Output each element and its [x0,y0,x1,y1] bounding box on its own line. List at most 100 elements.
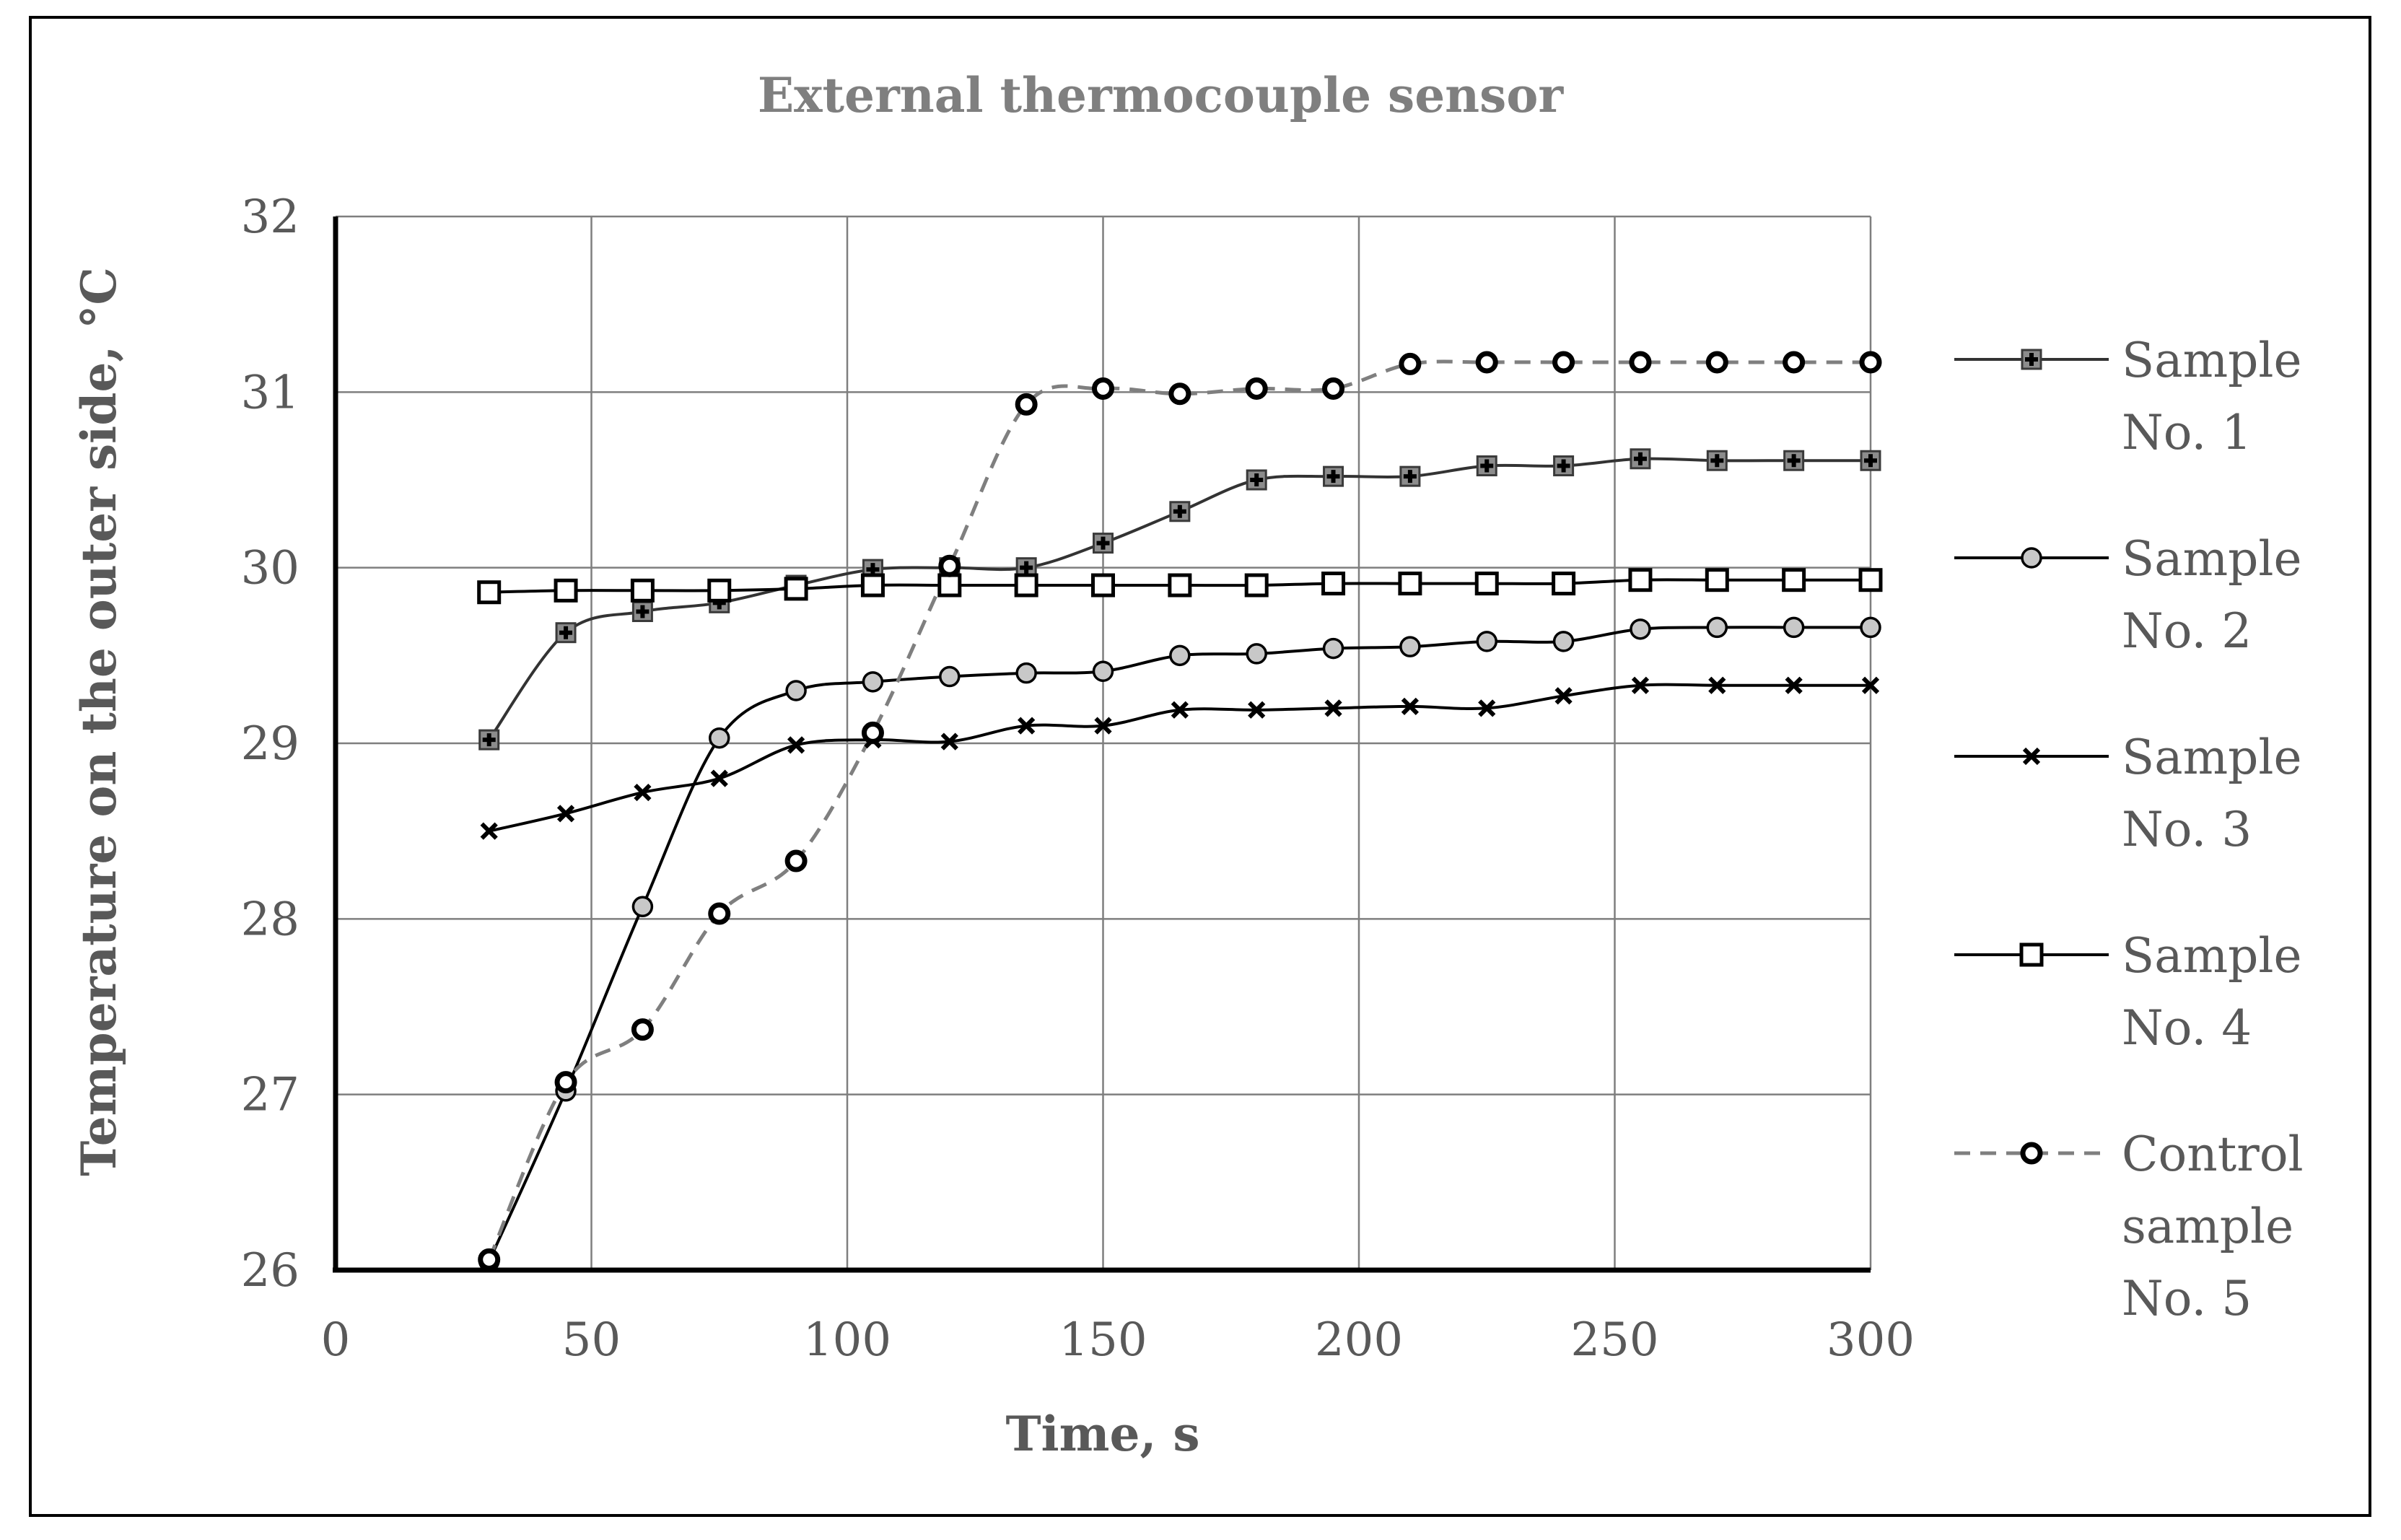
series-4-point-14 [1474,572,1499,596]
series-3-point-19 [1861,676,1880,694]
series-2-point-10 [1169,644,1191,667]
series-2-point-5 [785,680,807,701]
axis-ticks: 26 27 28 29 30 31 32 0 50 100 150 200 250 300 [241,191,1915,1367]
series-3-point-5 [787,736,805,754]
legend-label-4-line-1: Sample [2122,928,2302,984]
series-5-point-14 [1475,351,1498,374]
legend-label-5-line-3: No. 5 [2122,1271,2252,1326]
series-5-point-5 [784,849,808,872]
series-5-point-9 [1092,377,1114,400]
series-markers [477,351,1883,1272]
legend-marker-4 [2019,942,2044,967]
series-4-point-10 [1168,573,1192,598]
x-tick-label-3: 150 [1059,1313,1147,1367]
series-5-point-7 [938,554,961,577]
series-5-point-15 [1552,351,1575,374]
series-5-point-8 [1015,393,1038,416]
series-3-point-14 [1478,699,1496,717]
series-1-point-1 [478,729,500,751]
series-3-point-15 [1554,687,1573,705]
series-line-5 [487,359,1871,1261]
legend-item-1: Sample No. 1 [1954,333,2302,460]
series-4-point-15 [1552,572,1576,596]
series-5-point-1 [478,1248,501,1271]
series-1-point-19 [1860,450,1881,471]
series-4-point-7 [937,573,962,598]
series-4-point-6 [860,573,885,598]
x-tick-label-5: 250 [1570,1313,1658,1367]
series-4-point-2 [554,578,578,603]
legend-label-3-line-1: Sample [2122,730,2302,785]
series-2-point-4 [709,727,730,749]
series-4-point-16 [1628,568,1653,592]
legend-label-4-line-2: No. 4 [2122,1000,2252,1056]
gridlines [333,215,1872,1273]
series-4-point-3 [630,578,655,603]
chart-title: External thermocouple sensor [758,67,1564,123]
series-3-point-12 [1324,699,1342,717]
series-4-point-18 [1782,568,1806,592]
series-2-point-12 [1322,637,1344,660]
series-2-point-7 [939,665,961,688]
series-5-point-6 [861,721,884,744]
series-3-point-11 [1248,701,1266,719]
series-3-point-9 [1094,717,1112,735]
series-5-point-11 [1245,377,1268,400]
series-2-point-17 [1706,616,1728,639]
series-4-point-9 [1091,573,1115,598]
y-tick-label-0: 26 [241,1244,299,1298]
y-tick-label-2: 28 [241,893,299,946]
x-axis-title: Time, s [1005,1406,1199,1462]
legend-item-2: Sample No. 2 [1954,531,2302,659]
series-3-point-2 [556,805,575,823]
legend-marker-2 [2021,547,2042,569]
series-line-3 [489,683,1871,833]
series-5-point-19 [1859,351,1882,374]
series-4-point-5 [784,577,808,601]
series-5-point-4 [708,902,731,925]
series-2-point-16 [1630,618,1651,640]
legend-item-4: Sample No. 4 [1954,928,2302,1056]
legend-label-1-line-1: Sample [2122,333,2302,388]
series-1-point-16 [1630,448,1651,470]
x-tick-label-1: 50 [562,1313,621,1367]
series-2-point-6 [862,671,884,693]
series-line-1 [488,457,1871,741]
legend-label-2-line-2: No. 2 [2122,603,2252,659]
y-axis-title: Temperature on the outer side, °C [71,267,127,1176]
series-2-point-14 [1476,631,1497,652]
x-tick-label-2: 100 [803,1313,891,1367]
legend-label-5-line-2: sample [2122,1199,2293,1254]
series-1-point-2 [555,622,577,644]
series-1-point-15 [1553,455,1575,477]
series-2-point-8 [1015,662,1037,684]
series-1-point-18 [1783,450,1805,471]
legend: Sample No. 1 Sample No. 2 Sample No. 3 Sample N… [1954,333,2304,1326]
y-tick-label-1: 27 [241,1069,299,1122]
series-5-point-10 [1168,382,1191,406]
series-3-point-3 [634,784,652,802]
legend-marker-1 [2021,349,2042,370]
series-2-point-9 [1092,660,1114,682]
series-3-point-10 [1171,701,1189,719]
series-3-point-7 [940,732,958,751]
series-3-point-16 [1631,676,1650,694]
series-5-point-17 [1705,351,1728,374]
legend-label-2-line-1: Sample [2122,531,2302,587]
x-tick-label-0: 0 [321,1313,351,1367]
legend-item-3: Sample No. 3 [1954,730,2302,857]
series-4-point-1 [477,580,502,605]
x-tick-label-4: 200 [1315,1313,1403,1367]
series-2-point-3 [631,896,654,918]
series-line-2 [487,626,1871,1262]
chart-frame [29,16,2371,1517]
series-5-point-18 [1783,351,1806,374]
series-2-point-18 [1783,616,1805,639]
series-2-point-13 [1399,636,1421,657]
series-3-point-18 [1785,676,1803,694]
series-5-point-13 [1399,352,1422,375]
series-1-point-12 [1323,465,1344,487]
series-lines [487,359,1871,1262]
series-3-point-17 [1708,676,1726,694]
